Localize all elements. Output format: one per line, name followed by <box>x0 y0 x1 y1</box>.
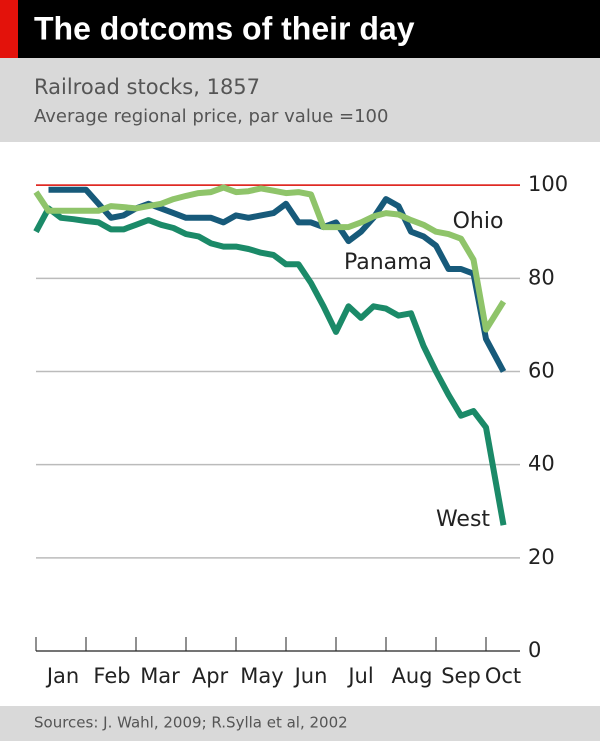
subtitle-band <box>0 58 600 142</box>
y-tick-label: 60 <box>528 358 555 382</box>
x-tick-label: Oct <box>485 664 521 688</box>
x-tick-label: Jan <box>45 664 79 688</box>
title-bar <box>0 0 600 58</box>
y-tick-label: 80 <box>528 265 555 289</box>
chart-subtitle: Railroad stocks, 1857 <box>34 75 260 99</box>
series-line <box>48 186 507 373</box>
series-line <box>33 205 507 526</box>
x-tick-label: Jun <box>293 664 328 688</box>
y-tick-label: 20 <box>528 545 555 569</box>
x-tick-label: May <box>240 664 283 688</box>
x-tick-label: Aug <box>391 664 432 688</box>
source: Sources: J. Wahl, 2009; R.Sylla et al, 2… <box>34 714 348 732</box>
series-line <box>33 184 507 333</box>
footer-band <box>0 706 600 741</box>
x-tick-label: Feb <box>93 664 130 688</box>
x-tick-label: Apr <box>192 664 229 688</box>
series-label: Ohio <box>453 209 504 234</box>
chart-title: The dotcoms of their day <box>34 10 415 46</box>
y-axis-label: Average regional price, par value =100 <box>34 106 388 127</box>
x-tick-label: Jul <box>346 664 373 688</box>
y-tick-label: 0 <box>528 638 541 662</box>
x-tick-label: Mar <box>140 664 180 688</box>
y-tick-label: 100 <box>528 172 568 196</box>
series-label: Panama <box>344 250 432 275</box>
x-tick-label: Sep <box>441 664 481 688</box>
series-label: West <box>436 507 490 532</box>
y-tick-label: 40 <box>528 452 555 476</box>
red-tab <box>0 0 18 58</box>
